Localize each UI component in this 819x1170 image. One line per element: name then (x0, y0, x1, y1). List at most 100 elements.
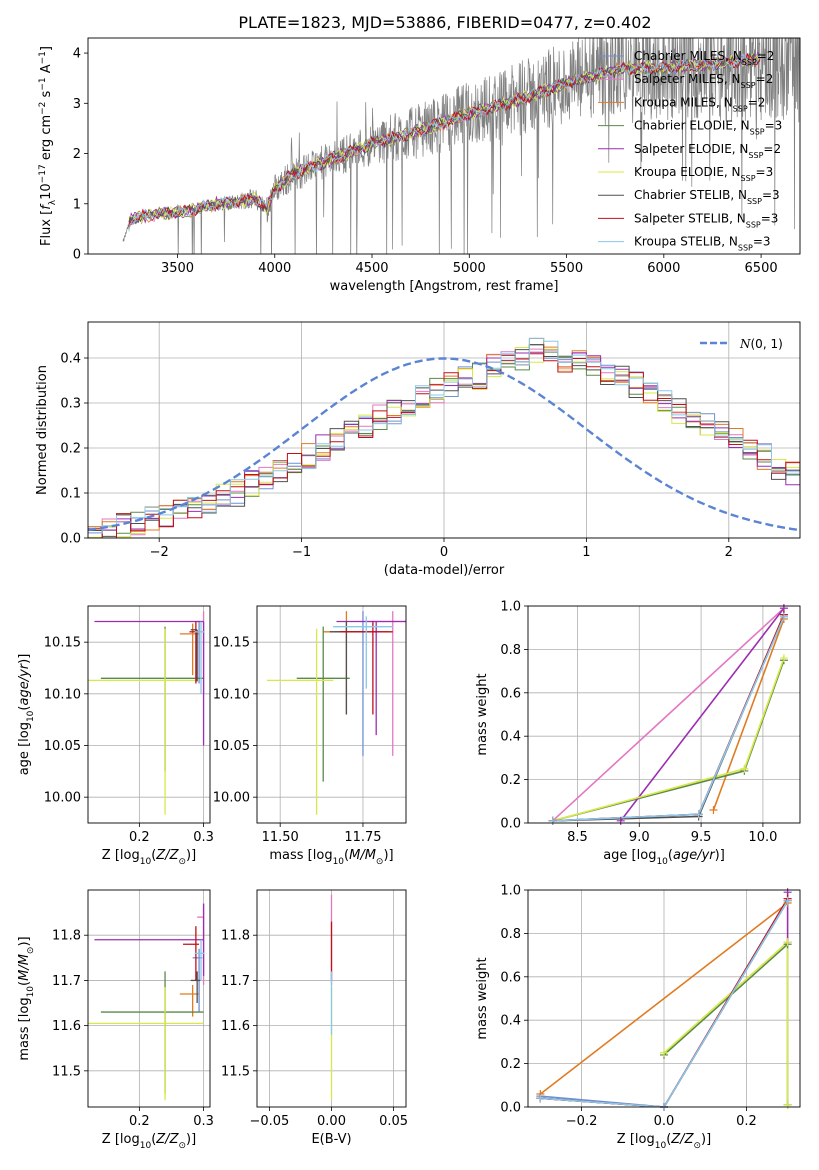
legend-suffix: =2 (757, 49, 775, 63)
axes-frame (87, 889, 211, 1108)
legend-text: Kroupa STELIB, N (634, 235, 738, 249)
y-tick-label: 11.8 (52, 929, 81, 944)
legend-label: Kroupa STELIB, NSSP=3 (634, 235, 771, 253)
legend-text: Chabrier MILES, N (634, 49, 742, 63)
x-tick-label: 10.0 (748, 830, 777, 845)
y-tick-label: 10.10 (44, 687, 81, 702)
x-axis-label: wavelength [Angstrom, rest frame] (330, 279, 559, 294)
y-tick-label: 0.4 (60, 352, 81, 367)
label-part: log (635, 1132, 655, 1147)
label-part: M/M (17, 954, 32, 981)
x-tick-label: 0.05 (379, 1114, 408, 1129)
label-part: A (39, 64, 54, 77)
weight-line-3 (663, 942, 789, 1105)
y-axis-label: Normed distribution (35, 365, 50, 495)
y-axis-label: Flux [fλ10−17 erg cm−2 s−1 A−1] (38, 46, 58, 246)
legend-text: Kroupa ELODIE, N (634, 165, 741, 179)
residual-histogram-0 (88, 344, 800, 528)
x-axis-label: Z [log10(Z/Z⊙)] (102, 848, 196, 867)
label-part: f (39, 203, 54, 210)
weight-line-2 (539, 902, 789, 1095)
label-part: )] (186, 848, 196, 863)
y-tick-label: 11.6 (52, 1019, 81, 1034)
y-tick-label: 10.15 (44, 636, 81, 651)
label-part: −17 (38, 164, 48, 183)
y-axis-label: mass weight (475, 957, 490, 1039)
label-part: ( (151, 848, 156, 863)
grid (88, 890, 210, 1107)
y-tick-label: 1 (73, 197, 81, 212)
y-tick-label: 0.4 (500, 730, 521, 745)
axes-age_vs_mass: 11.50 11.75 10.00 10.05 10.10 10.15 mass [log1… (213, 605, 407, 867)
legend-label: Chabrier STELIB, NSSP=3 (634, 188, 780, 206)
y-tick-label: 10.10 (213, 687, 250, 702)
x-tick-label: 6000 (647, 261, 680, 276)
axes-frame (256, 605, 407, 824)
axes-frame (527, 889, 801, 1108)
label-part: ⊙ (376, 857, 384, 867)
label-part: )] (17, 654, 32, 664)
y-tick-label: 10.05 (44, 739, 81, 754)
weight-line-1 (552, 607, 785, 822)
x-tick-label: 5500 (550, 261, 583, 276)
x-tick-label: 9.5 (691, 830, 712, 845)
legend-sub: SSP (741, 81, 756, 90)
legend-sub: SSP (738, 243, 753, 252)
axes-mass_vs_Z: 0.2 0.311.511.611.711.8Z [log10(Z/Z⊙)]mas… (17, 889, 214, 1151)
legend-suffix: =2 (763, 142, 781, 156)
y-tick-label: 0.8 (500, 643, 521, 658)
y-tick-label: 0.2 (500, 1057, 521, 1072)
residual-histogram-8 (88, 337, 800, 534)
label-part: )] (186, 1132, 196, 1147)
x-axis-label: (data-model)/error (384, 563, 505, 578)
label-part: Z/Z (155, 1132, 179, 1147)
observed-spectrum (122, 38, 800, 254)
label-part: Z [ (617, 1132, 635, 1147)
label-part: ] (39, 46, 54, 51)
y-tick-label: 0.0 (60, 532, 81, 547)
x-tick-label: 11.75 (344, 830, 381, 845)
x-tick-label: 0.3 (193, 830, 214, 845)
label-part: Z/Z (670, 1132, 694, 1147)
x-tick-label: 6500 (745, 261, 778, 276)
label-part: M/M (349, 848, 376, 863)
label-part: age [ (17, 742, 32, 775)
plot-area-weight_vs_Z (528, 890, 800, 1107)
y-tick-label: 0.2 (60, 442, 81, 457)
x-tick-label: 0.0 (654, 1114, 675, 1129)
label-part: −1 (38, 51, 48, 64)
y-tick-label: 11.7 (221, 974, 250, 989)
x-tick-label: 11.50 (262, 830, 299, 845)
x-tick-label: 0.2 (129, 830, 150, 845)
x-tick-label: 2 (725, 545, 733, 560)
x-tick-label: 8.5 (567, 830, 588, 845)
x-tick-label: −0.05 (249, 1114, 289, 1129)
legend-suffix: =3 (762, 188, 780, 202)
y-tick-label: 11.6 (221, 1019, 250, 1034)
label-part: λ (48, 199, 58, 205)
label-part: log (120, 1132, 140, 1147)
legend-text: Chabrier STELIB, N (634, 188, 747, 202)
legend-text: Chabrier ELODIE, N (634, 119, 750, 133)
y-tick-label: 2 (73, 147, 81, 162)
x-tick-label: 3500 (161, 261, 194, 276)
y-tick-label: 0.0 (500, 817, 521, 832)
legend-text: Salpeter MILES, N (634, 72, 741, 86)
label-part: 10 (333, 857, 345, 867)
legend-label: Salpeter MILES, NSSP=2 (634, 72, 773, 90)
label-part: Flux [ (39, 210, 54, 246)
y-tick-label: 0 (73, 248, 81, 263)
legend-label: Kroupa ELODIE, NSSP=3 (634, 165, 773, 183)
residual-histogram-4 (88, 349, 800, 534)
legend-sub: SSP (741, 174, 756, 183)
axes-weight_vs_Z: −0.2 0.0 0.2 0.0 0.2 0.4 0.6 0.8 1.0 Z [log10(Z/Z… (475, 884, 801, 1151)
x-tick-label: 0.00 (317, 1114, 346, 1129)
y-tick-label: 0.4 (500, 1014, 521, 1029)
legend-sub: SSP (733, 104, 748, 113)
x-tick-label: 4000 (258, 261, 291, 276)
label-part: −2 (38, 102, 48, 115)
legend-label: Salpeter ELODIE, NSSP=2 (634, 142, 781, 160)
label-part: mass weight (475, 957, 490, 1039)
